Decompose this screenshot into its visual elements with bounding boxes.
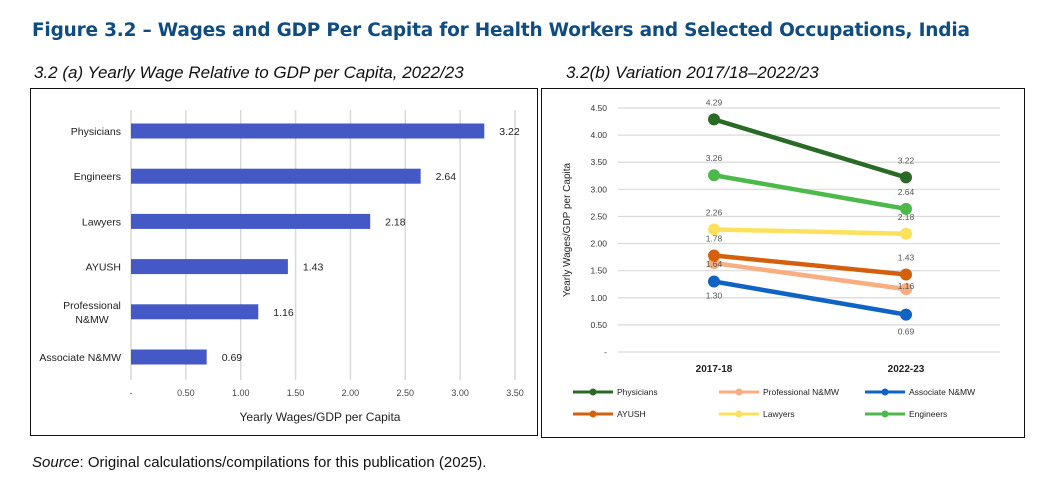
legend-marker [881,388,889,396]
x-tick-label: 1.50 [287,388,305,398]
y-tick-label: 1.00 [590,293,607,303]
data-label: 3.26 [706,153,723,163]
data-point [900,283,912,296]
x-tick-label: 2.00 [342,388,360,398]
y-tick-label: 0.50 [590,320,607,330]
x-category-label: 2022-23 [888,364,925,375]
y-tick-label: 3.00 [590,184,607,194]
data-point [708,249,720,262]
bar [131,123,485,139]
source-label: Source [32,454,80,471]
line-chart-title: 3.2(b) Variation 2017/18–2022/23 [566,63,819,82]
data-label: 1.30 [706,291,723,301]
bar-data-label: 0.69 [222,352,243,364]
x-tick-label: 3.50 [506,388,524,398]
x-axis-title: Yearly Wages/GDP per Capita [240,410,401,424]
legend-marker [735,388,743,396]
bar-data-label: 1.16 [273,307,294,319]
bar-data-label: 3.22 [499,126,520,138]
x-tick-label: 2.50 [397,388,415,398]
y-tick-label: - [604,347,607,357]
y-tick-label: 1.50 [590,266,607,276]
data-point [708,113,720,126]
data-label: 1.43 [898,252,915,262]
source-note: Source: Original calculations/compilatio… [32,454,486,471]
data-point [900,268,912,281]
legend-marker [735,410,743,418]
data-label: 1.78 [706,233,723,243]
category-label: Physicians [71,126,121,138]
source-text: : Original calculations/compilations for… [79,454,487,471]
category-label: Associate N&MW [39,352,121,364]
bar-chart-title: 3.2 (a) Yearly Wage Relative to GDP per … [34,63,464,82]
data-label: 3.22 [898,155,915,165]
bar-chart-frame [30,88,538,436]
series-line [713,279,907,317]
bar [131,168,421,184]
legend-label: Associate N&MW [909,387,975,397]
data-label: 2.18 [898,212,915,222]
y-tick-label: 2.00 [590,239,607,249]
data-label: 2.64 [898,187,915,197]
line-chart-frame [541,88,1025,438]
x-tick-label: - [130,388,133,398]
x-tick-label: 1.00 [232,388,250,398]
category-label: N&MW [75,314,108,326]
data-point [900,308,912,321]
data-point [708,169,720,182]
figure-title: Figure 3.2 – Wages and GDP Per Capita fo… [32,20,970,41]
data-label: 1.16 [898,281,915,291]
bar [131,213,371,229]
legend-label: Physicians [617,387,658,397]
legend-label: Lawyers [763,409,795,419]
y-tick-label: 2.50 [590,211,607,221]
legend-marker [589,410,597,418]
category-label: Lawyers [82,216,121,228]
bar [131,259,288,275]
y-tick-label: 3.50 [590,157,607,167]
data-point [900,202,912,215]
legend-label: AYUSH [617,409,646,419]
x-tick-label: 3.00 [451,388,469,398]
bar [131,304,259,320]
data-label: 2.26 [706,207,723,217]
legend-label: Professional N&MW [763,387,839,397]
y-tick-label: 4.50 [590,103,607,113]
data-point [900,227,912,240]
series-line [713,227,907,237]
y-tick-label: 4.00 [590,130,607,140]
y-axis-title: Yearly Wages/GDP per Capita [562,162,573,297]
x-tick-label: 0.50 [177,388,195,398]
series-line [713,260,907,292]
data-label: 4.29 [706,97,723,107]
legend-label: Engineers [909,409,947,419]
category-label: AYUSH [86,262,121,274]
bar [131,349,207,365]
data-label: 0.69 [898,327,915,337]
x-category-label: 2017-18 [696,364,733,375]
category-label: Engineers [74,171,121,183]
bar-data-label: 2.64 [436,171,457,183]
bar-data-label: 2.18 [385,216,406,228]
series-line [713,253,907,277]
bar-data-label: 1.43 [303,262,324,274]
series-line [713,173,907,212]
series-line [713,117,907,180]
legend-marker [881,410,889,418]
data-point [708,275,720,288]
category-label: Professional [63,300,121,312]
data-point [708,223,720,236]
legend-marker [589,388,597,396]
data-point [900,171,912,184]
data-label: 1.64 [706,259,723,269]
